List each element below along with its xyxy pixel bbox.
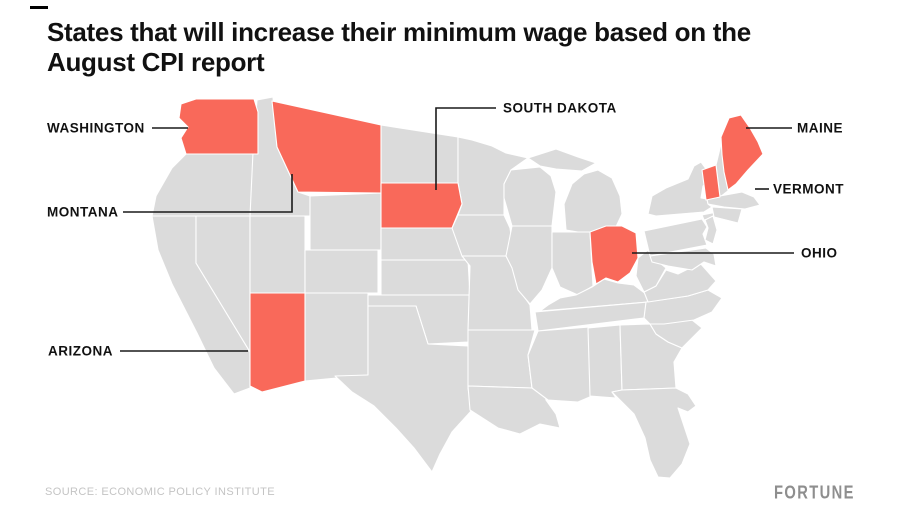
state-connecticut-rhode-island [711,206,743,224]
state-kansas [380,259,471,296]
state-montana [271,100,382,194]
state-mississippi [527,326,593,403]
state-south-carolina [649,319,703,349]
leader-line-montana [123,174,293,213]
state-utah [249,215,306,294]
label-south-dakota: SOUTH DAKOTA [503,100,617,116]
state-south-dakota [380,182,463,229]
state-north-dakota [380,124,459,184]
state-new-york [647,161,713,217]
state-michigan-upper [527,148,597,172]
state-arizona [249,292,306,393]
state-iowa [451,214,513,257]
state-ohio [589,225,639,285]
headline-rule [30,6,48,9]
label-arizona: ARIZONA [48,343,113,359]
highlighted-states [178,98,764,393]
state-oregon [151,153,263,217]
state-wyoming [309,192,382,251]
fortune-logo: FORTUNE [774,483,855,504]
state-new-mexico [304,292,369,382]
base-states [151,96,761,479]
state-texas [334,305,473,473]
state-indiana [551,231,594,296]
state-washington [178,98,259,155]
title-line-2: August CPI report [47,46,265,77]
state-pennsylvania [643,218,708,257]
page-title: States that will increase their minimum … [47,17,827,78]
title-line-1: States that will increase their minimum … [47,17,751,47]
leader-line-south-dakota [435,107,496,190]
label-washington: WASHINGTON [47,120,145,136]
state-wisconsin [503,166,557,227]
state-colorado [304,249,379,294]
state-vermont [701,164,721,201]
state-arkansas [467,329,536,389]
state-florida [611,387,697,479]
state-maine [720,114,764,191]
source-text: SOURCE: ECONOMIC POLICY INSTITUTE [45,486,275,498]
state-alabama [587,324,623,399]
label-vermont: VERMONT [773,181,844,197]
state-michigan [563,169,623,235]
state-new-jersey [704,215,718,245]
label-montana: MONTANA [47,204,119,220]
label-ohio: OHIO [801,245,838,261]
label-maine: MAINE [797,120,843,136]
leader-lines [120,107,794,352]
